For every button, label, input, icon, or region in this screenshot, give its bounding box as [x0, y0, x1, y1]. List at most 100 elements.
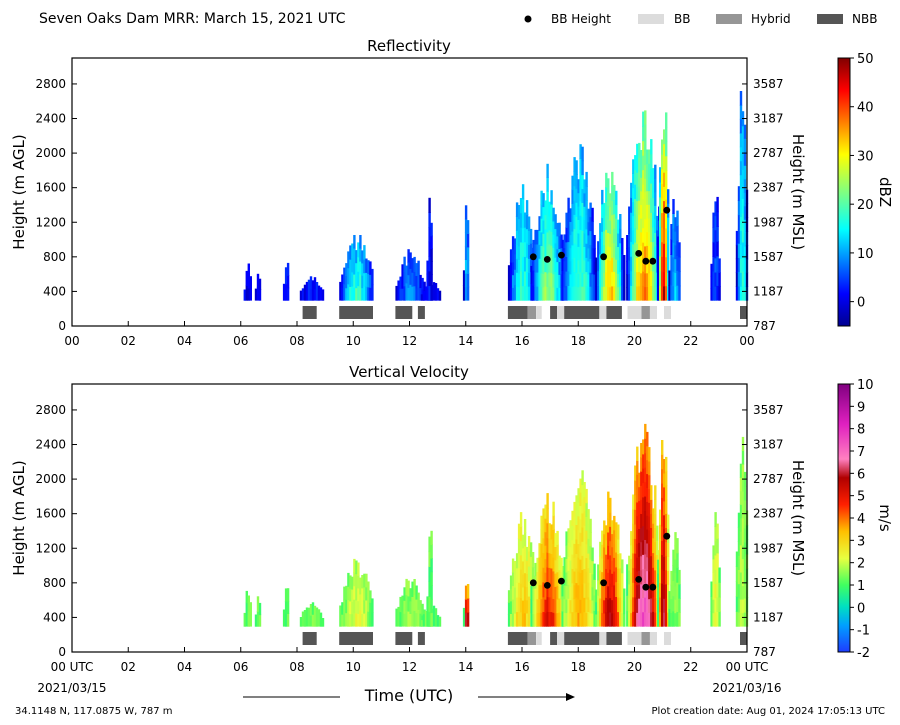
echo-cell: [530, 585, 533, 600]
echo-cell: [351, 257, 354, 273]
echo-cell: [665, 184, 668, 200]
echo-cell: [607, 218, 610, 233]
echo-cell: [585, 171, 588, 187]
echo-cell: [542, 552, 545, 568]
echo-cell: [583, 496, 586, 512]
classification-bb: [599, 632, 607, 645]
echo-cell: [563, 286, 566, 301]
echo-cell: [424, 611, 428, 627]
echo-cell: [648, 272, 651, 287]
velocity-classification-bar: [302, 632, 747, 645]
echo-cell: [357, 285, 360, 301]
colorbar-tick-label: 0: [857, 296, 865, 311]
echo-cell: [552, 501, 555, 517]
echo-cell: [303, 610, 307, 627]
echo-cell: [311, 280, 315, 301]
echo-cell: [603, 286, 606, 301]
echo-cell: [258, 278, 262, 290]
echo-cell: [313, 288, 317, 301]
echo-cell: [743, 570, 747, 585]
echo-cell: [737, 555, 741, 570]
echo-cell: [617, 553, 620, 569]
echo-cell: [519, 554, 523, 570]
echo-cell: [546, 507, 549, 524]
echo-cell: [256, 611, 260, 627]
echo-cell: [407, 249, 410, 263]
echo-cell: [345, 612, 348, 627]
echo-cell: [353, 248, 356, 262]
echo-cell: [430, 598, 433, 614]
echo-cell: [619, 597, 622, 613]
echo-cell: [571, 525, 574, 541]
echo-cell: [640, 272, 643, 287]
echo-segment: [657, 112, 670, 301]
echo-cell: [712, 212, 715, 228]
echo-cell: [603, 599, 606, 614]
classification-nbb: [564, 632, 600, 645]
echo-cell: [597, 241, 600, 257]
echo-cell: [737, 200, 741, 216]
y-right-tick-label: 3587: [753, 403, 784, 417]
echo-cell: [509, 613, 513, 627]
echo-cell: [644, 110, 647, 125]
x-tick-label: 00: [739, 334, 754, 348]
echo-cell: [359, 577, 362, 595]
echo-cell: [587, 274, 590, 288]
echo-cell: [363, 586, 366, 601]
echo-cell: [674, 545, 677, 560]
echo-cell: [367, 596, 370, 612]
echo-cell: [519, 569, 523, 584]
echo-cell: [569, 286, 572, 301]
echo-cell: [256, 596, 260, 612]
echo-cell: [525, 257, 529, 273]
echo-cell: [517, 538, 521, 554]
echo-cell: [309, 604, 313, 616]
echo-cell: [245, 602, 248, 615]
echo-cell: [739, 258, 743, 273]
echo-cell: [430, 248, 433, 262]
echo-cell: [648, 557, 651, 572]
echo-cell: [718, 258, 721, 273]
echo-cell: [609, 260, 612, 274]
echo-cell: [640, 612, 643, 627]
echo-cell: [628, 569, 631, 585]
echo-cell: [650, 583, 653, 599]
echo-cell: [659, 611, 662, 627]
echo-segment: [595, 491, 626, 627]
echo-cell: [621, 238, 624, 255]
echo-cell: [556, 558, 559, 573]
echo-cell: [661, 597, 664, 613]
echo-cell: [617, 219, 620, 234]
colorbar-tick-label: 6: [857, 467, 865, 482]
velocity-colorbar-label: m/s: [876, 504, 894, 532]
echo-cell: [676, 270, 679, 286]
y-tick-label: 2000: [35, 472, 66, 486]
echo-cell: [589, 532, 592, 547]
echo-cell: [371, 268, 374, 286]
echo-cell: [644, 467, 647, 483]
echo-cell: [409, 268, 412, 285]
x-tick-label: 16: [514, 334, 529, 348]
echo-cell: [623, 613, 626, 627]
echo-cell: [554, 586, 557, 601]
echo-cell: [577, 488, 580, 503]
echo-cell: [401, 264, 404, 277]
echo-cell: [591, 286, 594, 301]
echo-cell: [413, 256, 416, 272]
echo-cell: [640, 499, 643, 514]
echo-cell: [663, 285, 666, 301]
echo-cell: [642, 126, 645, 142]
echo-cell: [556, 287, 559, 301]
classification-bb: [650, 306, 657, 319]
echo-cell: [286, 262, 290, 276]
echo-cell: [413, 579, 416, 596]
echo-cell: [636, 271, 639, 287]
echo-cell: [349, 286, 352, 301]
echo-cell: [634, 242, 637, 258]
echo-cell: [674, 272, 677, 287]
echo-cell: [674, 258, 677, 273]
echo-cell: [605, 568, 608, 584]
echo-cell: [587, 509, 590, 525]
echo-cell: [428, 241, 431, 257]
echo-cell: [542, 508, 545, 524]
